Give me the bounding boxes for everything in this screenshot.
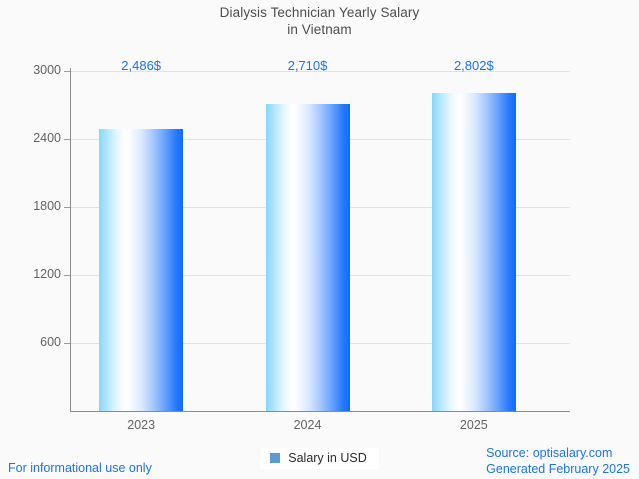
y-axis-tick <box>64 275 71 276</box>
chart-title-line-2: in Vietnam <box>287 22 352 37</box>
y-axis-tick-label: 1200 <box>33 267 61 281</box>
legend-item-salary[interactable]: Salary in USD <box>260 448 379 469</box>
chart-title-line-1: Dialysis Technician Yearly Salary <box>219 5 420 20</box>
x-axis-tick-label: 2025 <box>459 418 488 432</box>
bar[interactable] <box>99 129 184 411</box>
bar-value-label: 2,802$ <box>453 58 494 73</box>
bar[interactable] <box>431 93 516 411</box>
legend-item-label: Salary in USD <box>288 451 367 465</box>
legend-swatch-icon <box>270 453 281 463</box>
y-axis-tick <box>64 139 71 140</box>
x-axis-tick-label: 2024 <box>293 418 322 432</box>
y-axis-tick <box>64 71 71 72</box>
disclaimer-text: For informational use only <box>8 461 152 475</box>
y-axis-tick-label: 2400 <box>33 131 61 145</box>
y-axis-tick <box>64 343 71 344</box>
bar-value-label: 2,710$ <box>287 58 328 73</box>
source-text: Source: optisalary.com <box>486 446 613 460</box>
generated-date-text: Generated February 2025 <box>486 461 630 476</box>
y-axis-tick-label: 1800 <box>33 199 61 213</box>
bar[interactable] <box>265 103 350 411</box>
y-axis-tick-label: 3000 <box>33 63 61 77</box>
y-axis-tick <box>64 207 71 208</box>
x-axis-line <box>70 411 570 412</box>
y-axis-line <box>70 68 71 412</box>
bar-value-label: 2,486$ <box>121 58 162 73</box>
chart-legend: Salary in USD <box>0 448 639 469</box>
x-axis-tick-label: 2023 <box>127 418 156 432</box>
chart-title: Dialysis Technician Yearly Salary in Vie… <box>0 4 639 38</box>
source-attribution: Source: optisalary.com Generated Februar… <box>486 446 630 477</box>
y-axis-tick-label: 600 <box>40 335 61 349</box>
gridline <box>71 71 570 72</box>
plot-area <box>71 71 570 411</box>
